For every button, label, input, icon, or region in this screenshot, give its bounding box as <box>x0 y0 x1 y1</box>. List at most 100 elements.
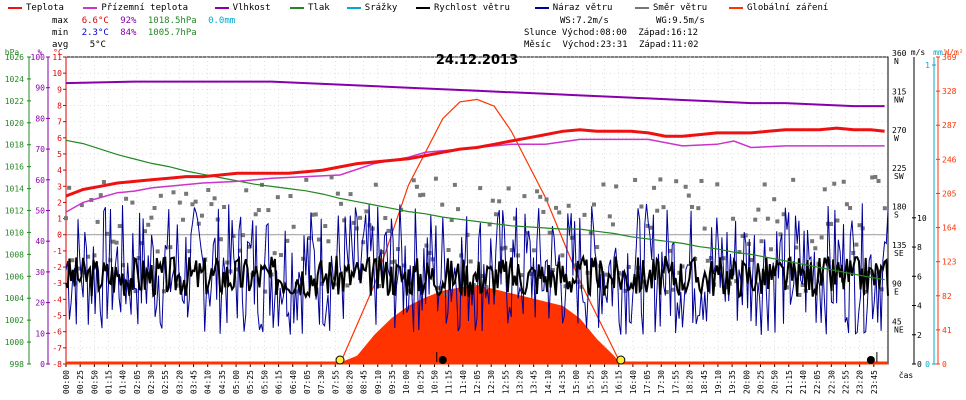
smer-point <box>854 242 859 247</box>
smer-point <box>781 212 786 217</box>
x-tick-label: 14:10 <box>544 370 553 394</box>
moonrise-marker <box>866 356 875 364</box>
smer-point <box>411 178 416 183</box>
smer-point <box>263 289 268 294</box>
smer-point <box>664 290 669 295</box>
smer-point <box>844 202 849 207</box>
smer-point <box>316 237 321 242</box>
legend-item-smer: Směr větru <box>635 3 707 13</box>
smer-point <box>696 206 701 211</box>
smer-point <box>765 216 770 221</box>
legend-swatch <box>534 6 549 9</box>
x-tick-label: 15:25 <box>586 370 595 394</box>
moon-set: Západ:11:02 <box>638 40 699 50</box>
axis-ms-label: 8 <box>917 243 922 252</box>
stats-max-label: max <box>52 16 69 26</box>
smer-point <box>547 230 552 235</box>
smer-point <box>86 254 91 259</box>
smer-point <box>487 222 492 227</box>
axis-c-label: 9 <box>57 85 62 94</box>
smer-point <box>253 212 258 217</box>
smer-point <box>237 248 242 253</box>
smer-point <box>266 208 271 213</box>
axis-hpa-label: 1014 <box>5 185 24 194</box>
axis-hpa-label: 1012 <box>5 207 24 216</box>
smer-point <box>199 213 204 218</box>
legend-item-pocitova: Přízemní teplota <box>83 3 188 13</box>
smer-point <box>484 285 489 290</box>
smer-point <box>778 232 783 237</box>
smer-point <box>361 240 366 245</box>
smer-point <box>373 182 378 187</box>
x-tick-label: 20:50 <box>771 370 780 394</box>
axis-hpa-label: 1020 <box>5 119 24 128</box>
smer-point <box>354 226 359 231</box>
smer-point <box>531 248 536 253</box>
legend-swatch <box>635 6 649 9</box>
x-tick-label: 21:15 <box>785 370 794 394</box>
axis-c-label: -4 <box>52 295 62 304</box>
x-tick-label: 16:15 <box>615 370 624 394</box>
smer-point <box>339 201 344 206</box>
x-tick-label: 18:45 <box>700 370 709 394</box>
smer-point <box>497 199 502 204</box>
x-tick-label: 00:25 <box>76 370 85 394</box>
x-tick-label: 01:40 <box>119 370 128 394</box>
smer-point <box>143 229 148 234</box>
smer-point <box>550 268 555 273</box>
smer-point <box>364 209 369 214</box>
smer-point <box>139 241 144 246</box>
axis-c-label: 0 <box>57 231 62 240</box>
axis-c-label: -3 <box>52 279 62 288</box>
legend-label: Náraz větru <box>552 3 613 13</box>
axis-ms-label: 6 <box>917 272 922 281</box>
smer-point <box>310 212 315 217</box>
stats-max-row: max 6.6°C 92% 1018.5hPa 0.0mm <box>52 16 235 26</box>
smer-point <box>715 182 720 187</box>
series-tlak <box>65 139 885 281</box>
smer-point <box>247 244 252 249</box>
smer-point <box>70 258 75 263</box>
axis-ms-label: 0 <box>917 360 922 369</box>
x-tick-label: 02:30 <box>147 370 156 394</box>
legend-label: Vlhkost <box>232 3 271 13</box>
axis-dir-value: 360 <box>892 49 907 58</box>
x-tick-label: 01:15 <box>105 370 114 394</box>
smer-point <box>244 188 249 193</box>
legend-label: Rychlost větru <box>434 3 510 13</box>
axis-dir-label: NE <box>894 326 904 335</box>
smer-point <box>124 196 129 201</box>
smer-point <box>661 205 666 210</box>
x-tick-label: 22:55 <box>841 370 850 394</box>
axis-pct-label: 40 <box>35 237 45 246</box>
series-vlhkost <box>65 80 885 108</box>
smer-point <box>184 191 189 196</box>
axis-hpa-label: 1004 <box>5 294 24 303</box>
x-tick-label: 08:20 <box>345 370 354 394</box>
axis-wm2-label: 246 <box>942 155 957 164</box>
smer-point <box>155 249 160 254</box>
legend-swatch <box>8 6 22 9</box>
smer-point <box>158 193 163 198</box>
smer-point <box>522 194 527 199</box>
axis-c-label: 7 <box>57 118 62 127</box>
x-tick-label: 03:20 <box>175 370 184 394</box>
smer-point <box>797 292 802 297</box>
stats-min-row: min 2.3°C 84% 1005.7hPa <box>52 28 197 38</box>
smer-point <box>822 187 827 192</box>
smer-point <box>848 205 853 210</box>
axis-dir-value: 225 <box>892 164 907 173</box>
axis-c-label: -6 <box>52 328 62 337</box>
smer-point <box>623 288 628 293</box>
legend-item-srazky: Srážky <box>346 3 397 13</box>
moon-label: Měsíc <box>524 40 552 50</box>
smer-point <box>857 223 862 228</box>
x-tick-label: 05:50 <box>260 370 269 394</box>
axis-pct-label: 100 <box>31 53 46 62</box>
sun-set: Západ:16:12 <box>638 28 698 38</box>
stats-avg-row: avg 5°C <box>52 40 106 50</box>
smer-point <box>829 222 834 227</box>
smer-point <box>291 224 296 229</box>
smer-point <box>452 182 457 187</box>
